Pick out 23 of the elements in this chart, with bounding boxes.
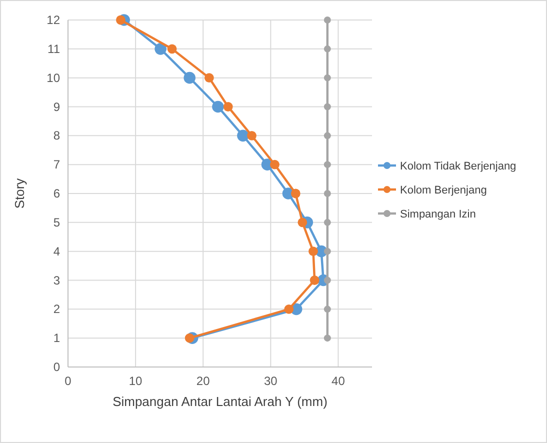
y-axis-title: Story bbox=[12, 178, 27, 209]
legend-label: Kolom Tidak Berjenjang bbox=[400, 160, 516, 172]
y-tick-label: 12 bbox=[46, 13, 60, 27]
y-tick-label: 0 bbox=[53, 360, 60, 374]
y-tick-label: 1 bbox=[53, 331, 60, 346]
y-tick-label: 9 bbox=[53, 100, 60, 114]
x-tick-label: 30 bbox=[264, 374, 278, 388]
y-tick-label: 6 bbox=[53, 186, 60, 200]
x-tick-label: 40 bbox=[332, 374, 346, 388]
x-axis-title: Simpangan Antar Lantai Arah Y (mm) bbox=[112, 393, 328, 410]
y-tick-label: 10 bbox=[46, 70, 60, 85]
y-tick-label: 8 bbox=[53, 128, 60, 143]
y-tick-label: 3 bbox=[53, 273, 60, 288]
y-tick-label: 2 bbox=[53, 302, 60, 316]
x-tick-label: 20 bbox=[196, 374, 210, 388]
x-tick-label: 10 bbox=[128, 374, 143, 388]
legend-label: Simpangan Izin bbox=[400, 208, 476, 220]
y-tick-label: 11 bbox=[48, 42, 60, 56]
y-tick-label: 4 bbox=[53, 244, 60, 258]
x-tick-label: 0 bbox=[64, 374, 72, 388]
y-tick-label: 7 bbox=[53, 158, 60, 172]
legend-label: Kolom Berjenjang bbox=[400, 184, 487, 196]
y-tick-label: 5 bbox=[53, 215, 60, 230]
